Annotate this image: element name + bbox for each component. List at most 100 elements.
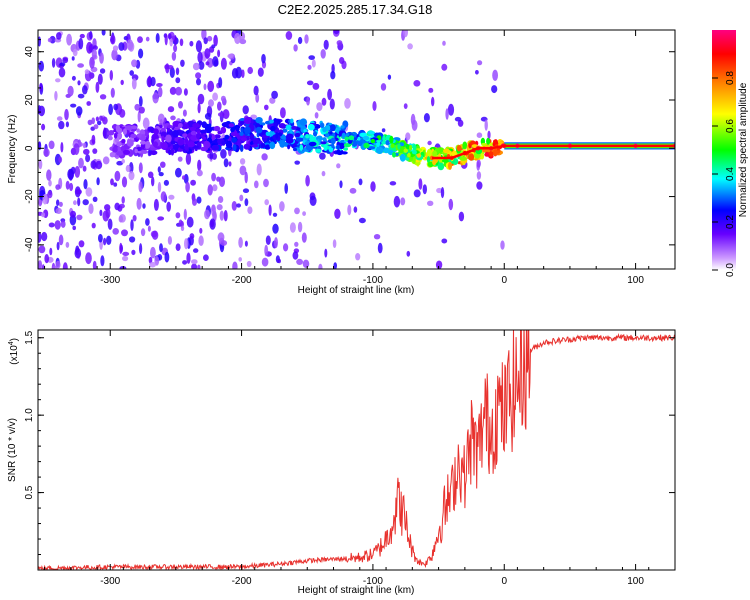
signal-cell	[383, 147, 390, 154]
noise-cell	[71, 75, 76, 81]
noise-cell	[400, 197, 406, 206]
noise-cell	[55, 184, 61, 190]
noise-cell	[476, 171, 482, 180]
noise-cell	[203, 83, 207, 91]
noise-cell	[107, 218, 113, 230]
signal-cell	[441, 159, 450, 163]
noise-cell	[41, 212, 46, 218]
noise-cell	[197, 264, 201, 269]
signal-cell	[294, 133, 301, 138]
noise-cell	[39, 82, 43, 92]
signal-cell	[325, 133, 330, 138]
noise-cell	[77, 80, 81, 86]
noise-cell	[165, 63, 170, 74]
signal-cell	[362, 135, 370, 141]
ridge-point	[403, 148, 408, 153]
noise-cell	[157, 216, 165, 221]
noise-cell	[169, 38, 173, 47]
noise-cell	[311, 59, 316, 68]
noise-cell	[119, 109, 126, 118]
signal-cell	[385, 140, 390, 146]
signal-cell	[448, 161, 452, 170]
noise-cell	[238, 237, 243, 248]
signal-cell	[409, 144, 413, 151]
noise-cell	[164, 33, 168, 46]
noise-cell	[131, 249, 136, 256]
noise-cell	[217, 232, 225, 242]
noise-cell	[138, 106, 145, 114]
signal-cell	[363, 142, 370, 149]
noise-cell	[121, 176, 128, 188]
signal-cell	[329, 131, 333, 135]
signal-cell	[282, 128, 288, 133]
snr-series-line	[38, 330, 675, 570]
signal-cell	[322, 127, 327, 133]
signal-cell	[240, 137, 248, 142]
noise-cell	[190, 179, 197, 186]
noise-cell	[427, 200, 434, 206]
noise-cell	[208, 99, 214, 107]
noise-cell	[228, 161, 232, 167]
noise-cell	[92, 196, 98, 202]
noise-cell	[263, 178, 269, 188]
signal-cell	[462, 141, 468, 149]
x-tick-label: 0	[501, 275, 507, 286]
signal-cell	[250, 119, 254, 124]
signal-cell	[348, 135, 355, 141]
noise-cell	[74, 248, 82, 259]
noise-cell	[173, 44, 178, 53]
signal-cell	[116, 141, 122, 147]
noise-cell	[334, 208, 341, 219]
noise-cell	[339, 57, 345, 64]
signal-cell	[290, 118, 294, 124]
x-tick-label: -200	[232, 576, 252, 587]
noise-cell	[232, 261, 238, 269]
noise-cell	[239, 165, 247, 176]
noise-cell	[206, 57, 214, 68]
noise-cell	[427, 140, 432, 146]
noise-cell	[125, 164, 131, 173]
signal-cell	[243, 143, 250, 150]
noise-cell	[186, 252, 191, 264]
noise-cell	[101, 30, 106, 36]
noise-cell	[126, 39, 134, 51]
signal-cell	[432, 159, 437, 166]
noise-cell	[95, 116, 99, 122]
noise-cell	[91, 117, 95, 125]
noise-cell	[387, 74, 392, 80]
noise-cell	[60, 220, 66, 228]
signal-cell	[336, 149, 344, 156]
noise-cell	[297, 36, 303, 45]
noise-cell	[175, 212, 181, 219]
signal-cell	[426, 148, 432, 157]
noise-cell	[71, 56, 75, 61]
signal-cell	[170, 140, 176, 145]
noise-cell	[195, 40, 202, 53]
noise-cell	[110, 178, 114, 186]
noise-cell	[157, 86, 163, 98]
noise-cell	[198, 61, 205, 70]
signal-cell	[357, 136, 361, 141]
noise-cell	[136, 197, 142, 210]
signal-cell	[375, 146, 384, 154]
signal-cell	[214, 134, 221, 139]
noise-cell	[38, 159, 43, 170]
noise-cell	[137, 36, 143, 43]
noise-cell	[199, 227, 203, 234]
x-tick-label: 0	[501, 576, 507, 587]
noise-cell	[150, 76, 156, 87]
signal-cell	[330, 137, 336, 145]
signal-cell	[221, 122, 230, 128]
ridge-point	[121, 138, 126, 144]
noise-cell	[170, 115, 176, 121]
noise-cell	[244, 198, 249, 207]
noise-cell	[231, 201, 237, 211]
noise-cell	[65, 241, 70, 248]
noise-cell	[82, 142, 87, 149]
colorbar-tick-label: 0.8	[725, 71, 736, 85]
noise-cell	[83, 179, 88, 190]
signal-cell	[235, 126, 240, 132]
noise-cell	[82, 199, 89, 206]
noise-cell	[216, 204, 223, 211]
